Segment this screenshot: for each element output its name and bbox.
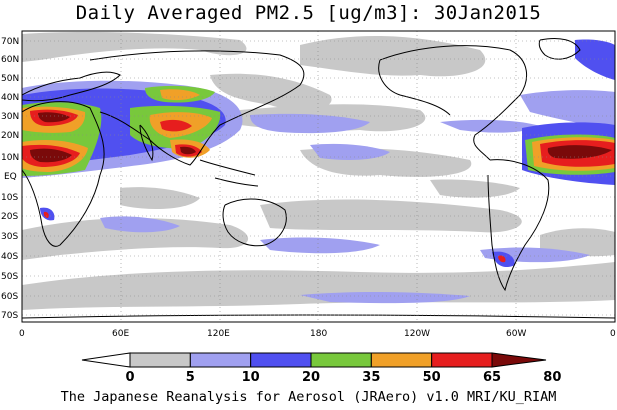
- colorbar-label: 35: [362, 370, 380, 385]
- lat-label: EQ: [4, 172, 17, 182]
- lon-label: 120W: [404, 329, 430, 339]
- lon-label: 60W: [506, 329, 526, 339]
- colorbar-label: 10: [242, 370, 260, 385]
- lon-label: 0: [610, 329, 616, 339]
- level-5-10-regions: [22, 32, 615, 310]
- level-80plus-regions: [30, 112, 612, 163]
- lat-label: 60N: [1, 55, 19, 65]
- colorbar-segment: [129, 352, 191, 368]
- colorbar-segment: [310, 352, 372, 368]
- lon-label: 60E: [112, 329, 129, 339]
- lat-label: 20N: [1, 131, 19, 141]
- colorbar-label: 0: [125, 370, 134, 385]
- longitude-labels: 0 60E 120E 180 120W 60W 0: [19, 329, 616, 339]
- colorbar-segment: [431, 352, 493, 368]
- lat-label: 40S: [1, 252, 18, 262]
- lat-label: 20S: [1, 212, 18, 222]
- colorbar-label: 65: [483, 370, 501, 385]
- coastlines: [22, 37, 615, 319]
- colorbar-segment: [189, 352, 252, 368]
- footer-credit: The Japanese Reanalysis for Aerosol (JRA…: [60, 389, 557, 405]
- concentration-field: [22, 31, 615, 322]
- lon-label: 120E: [207, 329, 230, 339]
- colorbar-segment: [491, 352, 547, 368]
- lat-label: 10N: [1, 153, 19, 163]
- colorbar: 0 5 10 20 35 50 65 80: [81, 352, 561, 385]
- lat-label: 30S: [1, 232, 18, 242]
- lon-label: 180: [310, 329, 327, 339]
- lon-label: 0: [19, 329, 25, 339]
- colorbar-label: 50: [423, 370, 441, 385]
- lat-label: 10S: [1, 193, 18, 203]
- lat-label: 30N: [1, 112, 19, 122]
- colorbar-label: 5: [186, 370, 195, 385]
- lat-label: 70S: [1, 311, 18, 321]
- lat-label: 60S: [1, 292, 18, 302]
- colorbar-segment: [250, 352, 312, 368]
- chart-title: Daily Averaged PM2.5 [ug/m3]: 30Jan2015: [75, 2, 542, 24]
- lat-label: 50S: [1, 272, 18, 282]
- colorbar-label: 80: [543, 370, 561, 385]
- lat-label: 40N: [1, 93, 19, 103]
- graticule: [22, 31, 615, 322]
- colorbar-segment: [81, 352, 131, 368]
- colorbar-segment: [370, 352, 433, 368]
- lat-label: 70N: [1, 37, 19, 47]
- lat-label: 50N: [1, 74, 19, 84]
- latitude-labels: 70N 60N 50N 40N 30N 20N 10N EQ 10S 20S 3…: [1, 37, 19, 321]
- colorbar-label: 20: [302, 370, 320, 385]
- map-frame: [21, 30, 616, 323]
